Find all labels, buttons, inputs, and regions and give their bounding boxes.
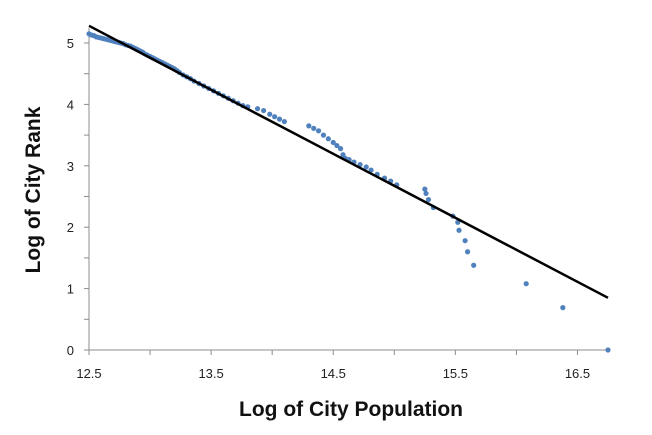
x-tick-label: 12.5: [76, 366, 101, 381]
data-point: [320, 132, 327, 138]
x-axis-title: Log of City Population: [239, 398, 463, 421]
data-point: [456, 227, 462, 233]
data-point: [276, 116, 283, 122]
data-point: [423, 190, 429, 197]
data-point: [337, 146, 344, 152]
data-point: [306, 123, 312, 129]
x-axis-ticks: 12.5 13.5 14.5 15.5 16.5: [76, 350, 590, 381]
data-point: [560, 305, 566, 311]
data-point: [261, 107, 267, 114]
data-point: [330, 139, 336, 146]
x-tick-label: 16.5: [565, 366, 590, 381]
x-tick-label: 14.5: [321, 366, 346, 381]
data-point: [325, 136, 331, 142]
y-tick-label: 3: [67, 159, 74, 174]
data-point: [471, 262, 477, 268]
y-tick-label: 5: [67, 36, 74, 51]
data-point: [272, 114, 278, 120]
x-tick-label: 13.5: [198, 366, 223, 381]
y-tick-label: 4: [67, 97, 74, 112]
data-point: [422, 186, 428, 192]
trendline: [88, 24, 609, 299]
data-point: [464, 249, 471, 255]
y-axis-ticks: 0 1 2 3 4 5: [67, 36, 89, 358]
data-point: [254, 106, 261, 112]
y-tick-label: 2: [67, 220, 74, 235]
data-point: [605, 347, 611, 353]
data-point: [462, 238, 468, 244]
data-point: [363, 164, 369, 170]
data-point: [523, 281, 529, 287]
data-point: [315, 128, 322, 134]
y-tick-label: 1: [67, 282, 74, 297]
data-points: [86, 31, 611, 353]
data-point: [281, 118, 287, 125]
axes: [88, 28, 608, 351]
y-axis-title: Log of City Rank: [22, 106, 45, 273]
y-tick-label: 0: [67, 343, 74, 358]
x-tick-label: 15.5: [443, 366, 468, 381]
data-point: [340, 152, 346, 158]
data-point: [311, 125, 317, 131]
data-point: [334, 142, 340, 149]
data-point: [425, 196, 432, 203]
data-point: [368, 167, 374, 173]
data-point: [267, 111, 273, 117]
